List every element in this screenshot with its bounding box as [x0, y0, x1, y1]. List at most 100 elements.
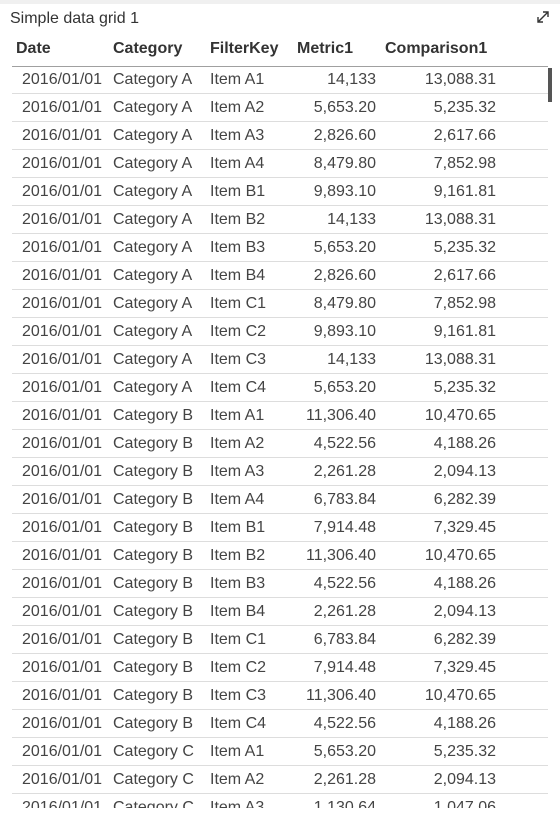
- table-row[interactable]: 2016/01/01 Category B Item A4 6,783.84 6,282…: [12, 486, 548, 514]
- cell-category: Category B: [113, 407, 194, 424]
- column-header-metric1[interactable]: Metric1: [297, 40, 354, 57]
- table-row[interactable]: 2016/01/01 Category A Item B2 14,133 13,088.…: [12, 206, 548, 234]
- cell-category: Category A: [113, 239, 193, 256]
- table-row[interactable]: 2016/01/01 Category B Item A1 11,306.40 10,4…: [12, 402, 548, 430]
- table-row[interactable]: 2016/01/01 Category C Item A2 2,261.28 2,094…: [12, 766, 548, 794]
- cell-comparison1: 5,235.32: [433, 239, 496, 256]
- cell-date: 2016/01/01: [22, 519, 103, 536]
- cell-metric1: 7,914.48: [313, 519, 376, 536]
- table-row[interactable]: 2016/01/01 Category A Item C1 8,479.80 7,852…: [12, 290, 548, 318]
- cell-date: 2016/01/01: [22, 99, 103, 116]
- grid-body[interactable]: 2016/01/01 Category A Item A1 14,133 13,088.…: [12, 66, 548, 808]
- cell-filterkey: Item C3: [210, 687, 267, 704]
- table-row[interactable]: 2016/01/01 Category B Item B4 2,261.28 2,094…: [12, 598, 548, 626]
- cell-category: Category C: [113, 799, 194, 808]
- vertical-scrollbar[interactable]: [548, 66, 554, 808]
- cell-metric1: 5,653.20: [313, 99, 376, 116]
- cell-date: 2016/01/01: [22, 575, 103, 592]
- cell-category: Category B: [113, 687, 194, 704]
- table-row[interactable]: 2016/01/01 Category B Item B2 11,306.40 10,4…: [12, 542, 548, 570]
- cell-metric1: 11,306.40: [306, 547, 376, 564]
- cell-category: Category A: [113, 351, 193, 368]
- table-row[interactable]: 2016/01/01 Category B Item C2 7,914.48 7,329…: [12, 654, 548, 682]
- table-row[interactable]: 2016/01/01 Category A Item C2 9,893.10 9,161…: [12, 318, 548, 346]
- table-row[interactable]: 2016/01/01 Category B Item B3 4,522.56 4,188…: [12, 570, 548, 598]
- cell-comparison1: 10,470.65: [424, 687, 496, 704]
- table-row[interactable]: 2016/01/01 Category A Item C4 5,653.20 5,235…: [12, 374, 548, 402]
- column-header-comparison1[interactable]: Comparison1: [385, 40, 488, 57]
- table-row[interactable]: 2016/01/01 Category A Item B3 5,653.20 5,235…: [12, 234, 548, 262]
- cell-metric1: 4,522.56: [313, 575, 376, 592]
- table-row[interactable]: 2016/01/01 Category B Item C3 11,306.40 10,4…: [12, 682, 548, 710]
- table-row[interactable]: 2016/01/01 Category B Item C1 6,783.84 6,282…: [12, 626, 548, 654]
- cell-metric1: 14,133: [327, 211, 376, 228]
- table-row[interactable]: 2016/01/01 Category C Item A1 5,653.20 5,235…: [12, 738, 548, 766]
- cell-comparison1: 10,470.65: [424, 547, 496, 564]
- table-row[interactable]: 2016/01/01 Category B Item C4 4,522.56 4,188…: [12, 710, 548, 738]
- column-header-filterkey[interactable]: FilterKey: [210, 40, 279, 57]
- cell-filterkey: Item B1: [210, 183, 266, 200]
- table-row[interactable]: 2016/01/01 Category A Item C3 14,133 13,088.…: [12, 346, 548, 374]
- cell-comparison1: 2,617.66: [433, 267, 496, 284]
- cell-date: 2016/01/01: [22, 211, 103, 228]
- cell-category: Category B: [113, 491, 194, 508]
- cell-category: Category B: [113, 659, 194, 676]
- cell-comparison1: 4,188.26: [433, 435, 496, 452]
- cell-date: 2016/01/01: [22, 547, 103, 564]
- cell-category: Category C: [113, 743, 194, 760]
- table-row[interactable]: 2016/01/01 Category B Item B1 7,914.48 7,329…: [12, 514, 548, 542]
- table-row[interactable]: 2016/01/01 Category A Item A3 2,826.60 2,617…: [12, 122, 548, 150]
- expand-icon[interactable]: [534, 8, 552, 26]
- table-row[interactable]: 2016/01/01 Category B Item A3 2,261.28 2,094…: [12, 458, 548, 486]
- cell-metric1: 6,783.84: [313, 631, 376, 648]
- cell-category: Category A: [113, 99, 193, 116]
- table-row[interactable]: 2016/01/01 Category B Item A2 4,522.56 4,188…: [12, 430, 548, 458]
- cell-metric1: 2,261.28: [313, 603, 376, 620]
- cell-date: 2016/01/01: [22, 323, 103, 340]
- table-row[interactable]: 2016/01/01 Category A Item A4 8,479.80 7,852…: [12, 150, 548, 178]
- cell-metric1: 11,306.40: [306, 687, 376, 704]
- table-row[interactable]: 2016/01/01 Category C Item A3 1,130.64 1,047…: [12, 794, 548, 808]
- table-row[interactable]: 2016/01/01 Category A Item A2 5,653.20 5,235…: [12, 94, 548, 122]
- cell-metric1: 2,261.28: [313, 771, 376, 788]
- table-row[interactable]: 2016/01/01 Category A Item B4 2,826.60 2,617…: [12, 262, 548, 290]
- column-header-date[interactable]: Date: [16, 40, 51, 57]
- cell-category: Category B: [113, 715, 194, 732]
- cell-metric1: 4,522.56: [313, 435, 376, 452]
- cell-metric1: 4,522.56: [313, 715, 376, 732]
- column-header-category[interactable]: Category: [113, 40, 183, 57]
- cell-category: Category A: [113, 267, 193, 284]
- cell-date: 2016/01/01: [22, 603, 103, 620]
- cell-date: 2016/01/01: [22, 659, 103, 676]
- cell-metric1: 11,306.40: [306, 407, 376, 424]
- cell-filterkey: Item C1: [210, 631, 267, 648]
- cell-date: 2016/01/01: [22, 71, 103, 88]
- cell-comparison1: 2,617.66: [433, 127, 496, 144]
- table-row[interactable]: 2016/01/01 Category A Item A1 14,133 13,088.…: [12, 66, 548, 94]
- cell-filterkey: Item B2: [210, 547, 266, 564]
- cell-category: Category B: [113, 435, 194, 452]
- cell-date: 2016/01/01: [22, 407, 103, 424]
- cell-metric1: 2,826.60: [313, 127, 376, 144]
- cell-comparison1: 13,088.31: [424, 211, 496, 228]
- cell-filterkey: Item C2: [210, 659, 267, 676]
- cell-comparison1: 7,852.98: [433, 295, 496, 312]
- cell-filterkey: Item A3: [210, 463, 265, 480]
- cell-comparison1: 7,329.45: [433, 659, 496, 676]
- cell-date: 2016/01/01: [22, 155, 103, 172]
- cell-category: Category A: [113, 71, 193, 88]
- cell-date: 2016/01/01: [22, 295, 103, 312]
- cell-category: Category B: [113, 603, 194, 620]
- scrollbar-thumb[interactable]: [548, 68, 552, 102]
- cell-date: 2016/01/01: [22, 239, 103, 256]
- cell-date: 2016/01/01: [22, 715, 103, 732]
- cell-comparison1: 2,094.13: [433, 771, 496, 788]
- cell-comparison1: 1,047.06: [433, 799, 496, 808]
- cell-filterkey: Item A1: [210, 71, 265, 88]
- cell-category: Category A: [113, 295, 193, 312]
- cell-filterkey: Item A1: [210, 743, 265, 760]
- table-row[interactable]: 2016/01/01 Category A Item B1 9,893.10 9,161…: [12, 178, 548, 206]
- cell-date: 2016/01/01: [22, 127, 103, 144]
- cell-category: Category A: [113, 155, 193, 172]
- cell-filterkey: Item C3: [210, 351, 267, 368]
